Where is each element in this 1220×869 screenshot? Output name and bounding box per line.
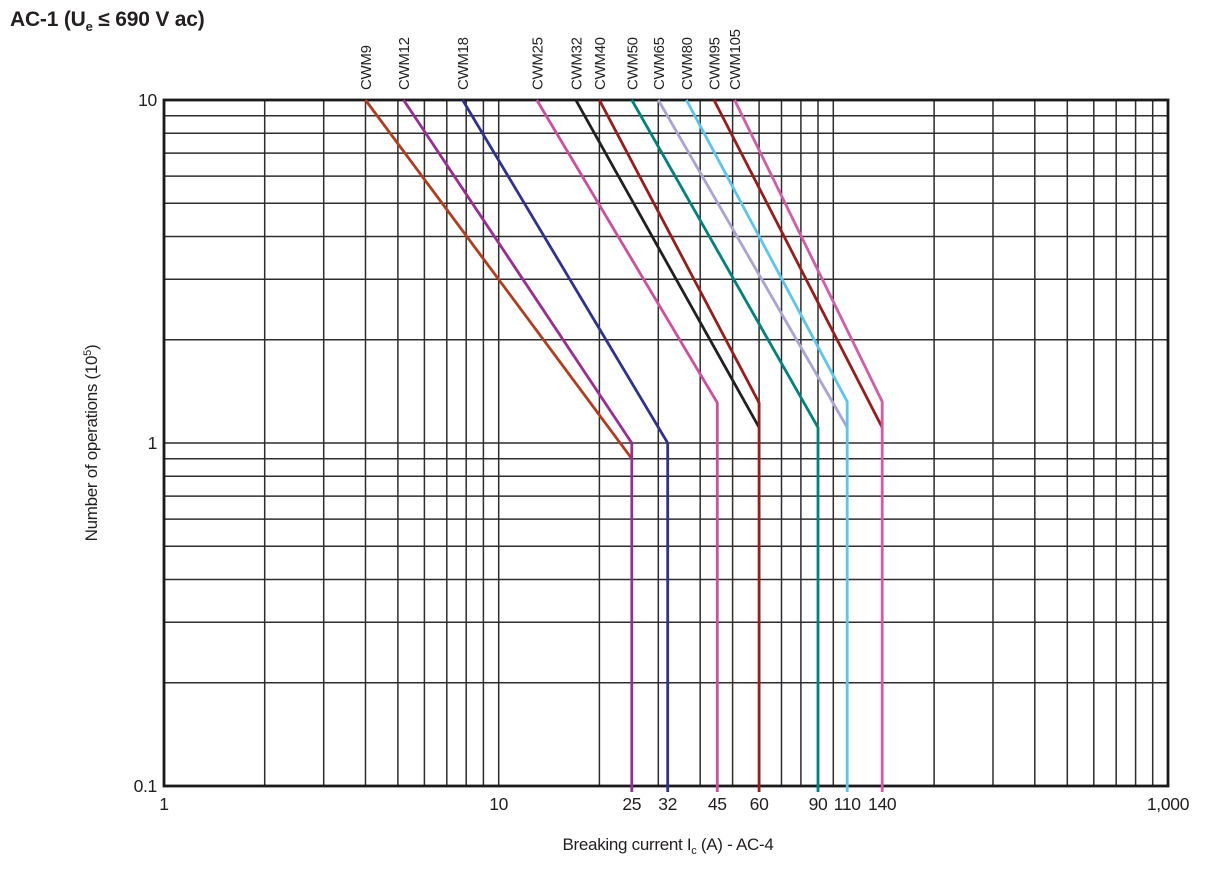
series-label-CWM9: CWM9: [358, 45, 375, 90]
series-label-CWM25: CWM25: [529, 37, 546, 90]
series-label-CWM80: CWM80: [679, 37, 696, 90]
series-line-CWM18: [461, 99, 670, 792]
series-label-CWM12: CWM12: [396, 37, 413, 90]
title-suffix: ≤ 690 V ac): [92, 8, 205, 31]
x-tick-label-10: 10: [489, 794, 508, 814]
plot-border: [162, 98, 1170, 788]
title-prefix: AC-1 (U: [10, 8, 86, 31]
x-tick-label-1,000: 1,000: [1147, 794, 1190, 814]
series-line-CWM32: [574, 99, 761, 429]
y-tick-label-10: 10: [138, 90, 157, 110]
series-label-CWM50: CWM50: [624, 37, 641, 90]
series-line-CWM12: [402, 99, 634, 792]
x-tick-label-1: 1: [159, 794, 168, 814]
x-tick-label-90: 90: [809, 794, 828, 814]
series-label-CWM105: CWM105: [727, 29, 744, 90]
series-line-CWM9: [364, 99, 633, 460]
series-line-CWM95: [712, 99, 884, 429]
x-tick-label-25: 25: [622, 794, 641, 814]
y-tick-label-0.1: 0.1: [134, 776, 157, 796]
series-line-CWM50: [630, 99, 820, 792]
x-tick-label-60: 60: [750, 794, 769, 814]
series-label-CWM18: CWM18: [455, 37, 472, 90]
y-tick-label-1: 1: [148, 433, 157, 453]
grid: [164, 100, 1168, 786]
page-title: AC-1 (Ue ≤ 690 V ac): [10, 8, 205, 35]
x-tick-label-140: 140: [868, 794, 897, 814]
series-line-CWM40: [598, 99, 761, 792]
x-axis-title: Breaking current Ic (A) - AC-4: [563, 835, 774, 857]
title-subscript: e: [85, 19, 93, 35]
series-label-CWM40: CWM40: [592, 37, 609, 90]
x-tick-label-32: 32: [658, 794, 677, 814]
series-label-CWM95: CWM95: [707, 37, 724, 90]
series-line-CWM65: [657, 99, 849, 429]
series-line-CWM80: [685, 99, 849, 792]
x-tick-label-110: 110: [834, 794, 862, 814]
x-tick-label-45: 45: [708, 794, 727, 814]
y-axis-title: Number of operations (105): [82, 345, 101, 542]
series-line-CWM105: [733, 99, 884, 792]
series-line-CWM25: [535, 99, 719, 792]
series-label-CWM65: CWM65: [651, 37, 668, 90]
series-label-CWM32: CWM32: [568, 37, 585, 90]
